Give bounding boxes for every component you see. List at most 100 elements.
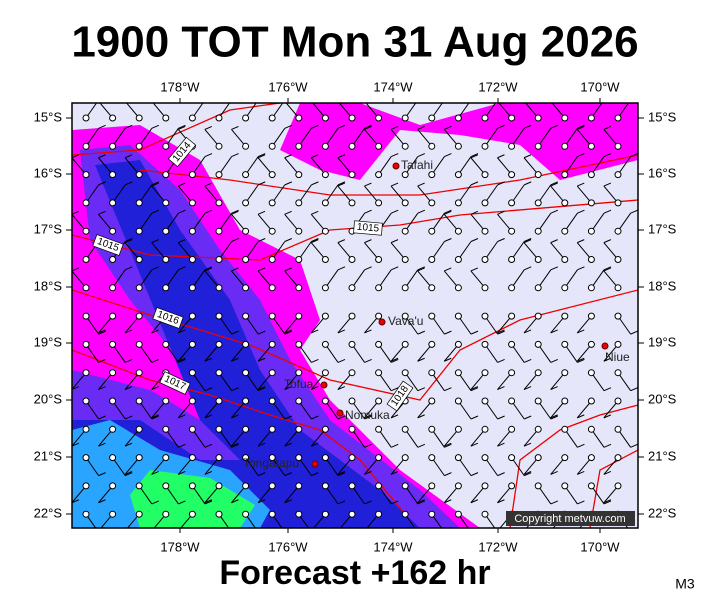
- wind-barb: [242, 181, 266, 207]
- wind-barb: [470, 267, 489, 292]
- barb-staff: [511, 269, 525, 289]
- barb-station: [614, 397, 622, 405]
- barb-flag: [311, 358, 319, 363]
- barb-flag: [630, 387, 638, 392]
- barb-flag: [550, 124, 559, 129]
- barb-staff: [271, 103, 284, 119]
- barb-staff: [310, 372, 326, 390]
- wind-barb: [257, 267, 276, 292]
- barb-station: [587, 284, 595, 292]
- barb-flag: [72, 442, 80, 447]
- barb-staff: [404, 513, 416, 528]
- barb-flag: [577, 239, 585, 244]
- barb-staff: [603, 242, 619, 260]
- barb-staff: [165, 429, 179, 448]
- barb-station: [454, 482, 462, 490]
- wind-barb: [481, 181, 505, 207]
- wind-barb: [162, 425, 186, 448]
- lat-label: 15°S: [34, 109, 63, 124]
- barb-flag: [470, 499, 479, 504]
- wind-barb: [124, 312, 143, 334]
- barb-flag: [257, 267, 266, 272]
- barb-station: [242, 256, 250, 263]
- wind-barb: [561, 425, 585, 448]
- wind-barb: [135, 124, 160, 150]
- wind-barb: [417, 182, 436, 207]
- wind-barb: [284, 482, 303, 504]
- wind-barb: [454, 312, 479, 335]
- wind-barb: [242, 153, 266, 179]
- barb-staff: [324, 457, 339, 476]
- barb-staff: [431, 103, 443, 119]
- barb-station: [82, 142, 90, 150]
- barb-staff: [284, 214, 300, 232]
- wind-barb: [551, 103, 569, 122]
- wind-barb: [188, 266, 213, 292]
- barb-staff: [603, 457, 619, 475]
- wind-barb: [576, 454, 595, 475]
- barb-flag: [98, 124, 106, 129]
- barb-flag: [524, 181, 532, 186]
- barb-station: [375, 340, 383, 348]
- barb-staff: [564, 269, 578, 289]
- barb-staff: [537, 127, 552, 147]
- wind-barb: [481, 340, 505, 363]
- wind-barb: [534, 124, 559, 150]
- wind-barb: [153, 510, 170, 528]
- barb-station: [135, 114, 143, 122]
- barb-station: [188, 482, 196, 490]
- barb-station: [215, 171, 223, 179]
- barb-station: [481, 369, 489, 377]
- barb-station: [348, 284, 356, 292]
- barb-flag: [603, 267, 612, 272]
- barb-station: [587, 312, 595, 320]
- barb-flag: [444, 472, 452, 477]
- barb-staff: [324, 400, 339, 420]
- barb-station: [561, 256, 569, 263]
- barb-flag: [178, 125, 186, 130]
- barb-staff: [218, 103, 231, 119]
- barb-staff: [603, 485, 619, 504]
- wind-barb: [109, 124, 133, 150]
- copyright: Copyright metvuw.com: [514, 513, 625, 525]
- barb-flag: [498, 97, 505, 100]
- barb-station: [508, 284, 516, 292]
- wind-barb: [126, 510, 143, 528]
- barb-station: [321, 369, 329, 377]
- barb-flag: [444, 330, 452, 335]
- wind-barb: [268, 124, 293, 150]
- barb-staff: [537, 269, 552, 289]
- barb-station: [321, 397, 329, 405]
- barb-station: [428, 510, 436, 518]
- rain-band: [130, 470, 255, 528]
- barb-staff: [112, 269, 126, 289]
- barb-station: [348, 256, 356, 263]
- barb-flag: [417, 182, 425, 187]
- wind-barb: [188, 209, 213, 235]
- wind-barb: [390, 454, 409, 475]
- wind-barb: [428, 510, 443, 528]
- barb-station: [401, 227, 409, 235]
- barb-station: [162, 199, 170, 207]
- barb-staff: [351, 344, 366, 363]
- barb-flag: [444, 209, 452, 214]
- barb-staff: [390, 185, 406, 204]
- barb-station: [401, 340, 409, 348]
- barb-flag: [497, 499, 505, 504]
- wind-barb: [99, 103, 117, 122]
- wind-barb: [98, 154, 117, 179]
- barb-staff: [404, 315, 419, 335]
- barb-staff: [324, 344, 339, 363]
- barb-staff: [431, 315, 445, 335]
- barb-flag: [391, 443, 399, 448]
- barb-flag: [444, 97, 451, 100]
- wind-barb: [614, 425, 638, 448]
- barb-flag: [417, 209, 426, 214]
- wind-barb: [348, 397, 372, 420]
- barb-flag: [125, 181, 133, 186]
- wind-barb: [523, 239, 542, 263]
- barb-staff: [72, 485, 87, 504]
- barb-flag: [603, 414, 612, 419]
- barb-staff: [310, 428, 326, 447]
- barb-station: [481, 312, 489, 320]
